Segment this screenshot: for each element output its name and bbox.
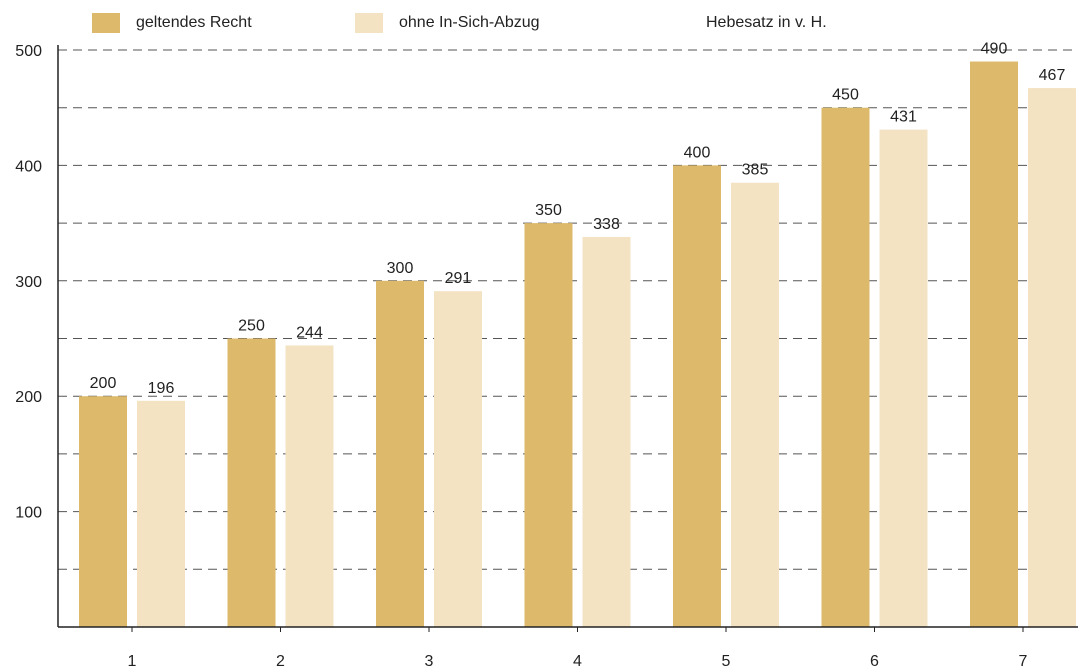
legend-swatch-ohne-in-sich-abzug	[355, 13, 383, 33]
bar-ohne-in-sich-abzug	[731, 182, 779, 627]
data-label: 467	[1039, 67, 1066, 84]
bar-ohne-in-sich-abzug	[137, 400, 185, 627]
data-label: 200	[90, 375, 117, 392]
bar-ohne-in-sich-abzug	[1028, 88, 1076, 627]
data-label: 490	[981, 41, 1008, 58]
data-label: 338	[593, 216, 620, 233]
legend-label-geltendes-recht: geltendes Recht	[136, 14, 252, 31]
bar-ohne-in-sich-abzug	[582, 236, 631, 627]
legend-label-ohne-in-sich-abzug: ohne In-Sich-Abzug	[399, 14, 540, 31]
y-tick-label: 300	[15, 274, 42, 291]
legend-item-geltendes-recht: geltendes Recht	[92, 8, 252, 38]
bar-geltendes-recht	[821, 107, 870, 627]
bar-ohne-in-sich-abzug	[285, 345, 334, 627]
x-tick-label: 4	[573, 653, 582, 670]
data-label: 300	[387, 260, 414, 277]
bar-geltendes-recht	[970, 61, 1018, 628]
data-label: 350	[535, 202, 562, 219]
y-tick-label: 400	[15, 158, 42, 175]
bar-ohne-in-sich-abzug	[879, 129, 928, 627]
data-label: 196	[148, 380, 175, 397]
data-label: 244	[296, 324, 323, 341]
x-tick-label: 3	[425, 653, 434, 670]
x-tick-label: 2	[276, 653, 285, 670]
legend-item-ohne-in-sich-abzug: ohne In-Sich-Abzug	[355, 8, 540, 38]
chart-title-text: Hebesatz in v. H.	[706, 14, 827, 31]
x-tick-label: 1	[128, 653, 137, 670]
data-label: 400	[684, 144, 711, 161]
x-tick-label: 6	[870, 653, 879, 670]
x-tick-label: 7	[1019, 653, 1028, 670]
y-tick-label: 200	[15, 389, 42, 406]
x-tick-label: 5	[722, 653, 731, 670]
bar-geltendes-recht	[524, 223, 573, 627]
bar-geltendes-recht	[673, 165, 721, 627]
data-label: 250	[238, 318, 265, 335]
y-tick-label: 500	[15, 43, 42, 60]
legend-swatch-geltendes-recht	[92, 13, 120, 33]
y-tick-label: 100	[15, 505, 42, 522]
data-label: 450	[832, 87, 859, 104]
bar-geltendes-recht	[376, 280, 424, 627]
bar-geltendes-recht	[227, 338, 276, 627]
bar-geltendes-recht	[79, 396, 127, 627]
chart-title: Hebesatz in v. H.	[706, 8, 827, 38]
data-label: 431	[890, 109, 917, 126]
bar-ohne-in-sich-abzug	[434, 291, 482, 627]
data-label: 385	[742, 162, 769, 179]
data-label: 291	[445, 270, 472, 287]
